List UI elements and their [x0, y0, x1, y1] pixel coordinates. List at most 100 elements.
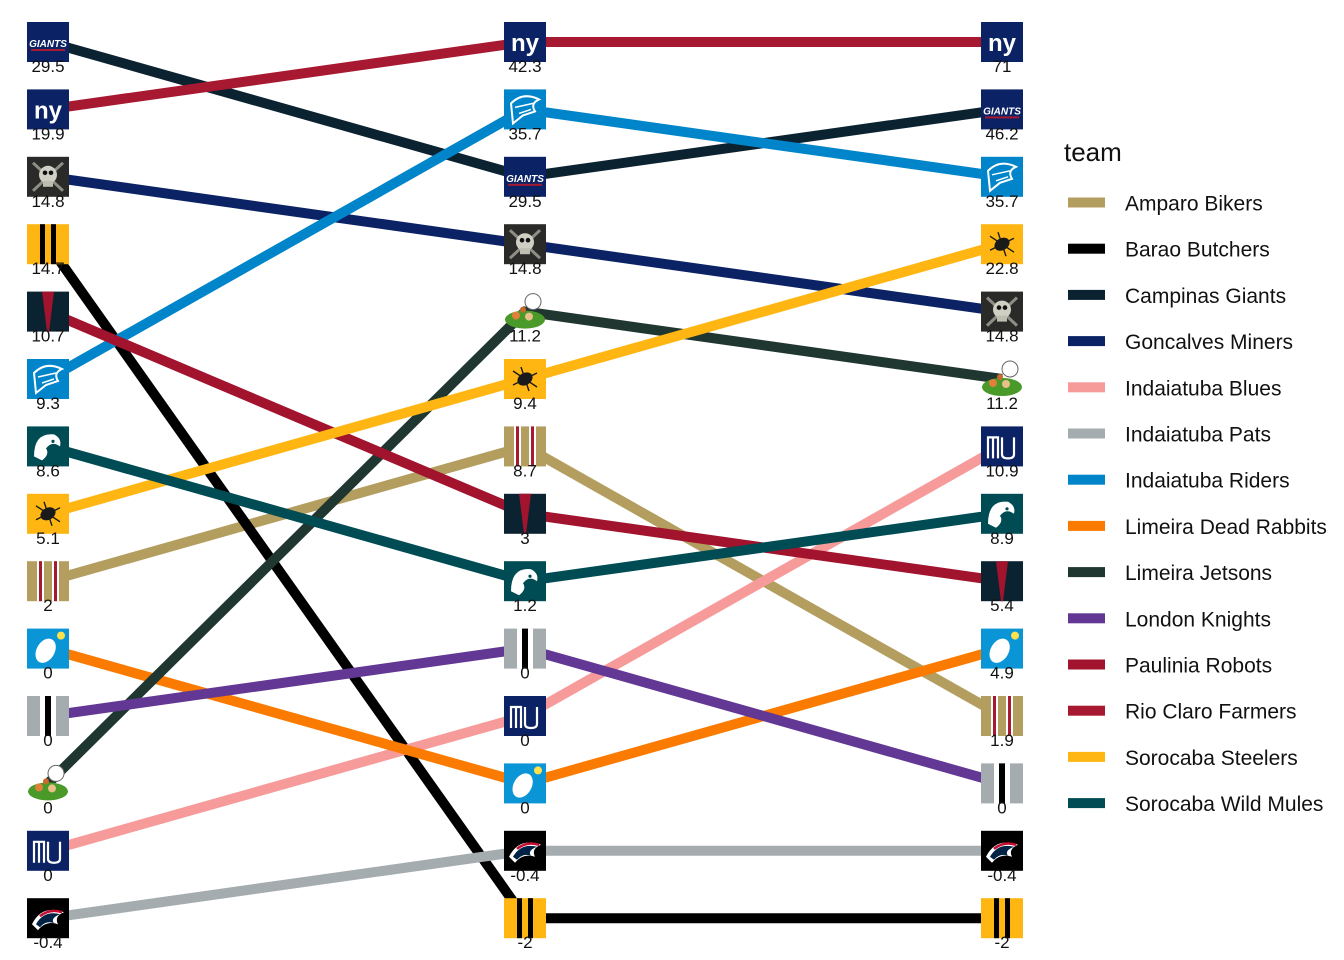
value-label: 0: [520, 664, 529, 683]
legend-swatch: [1068, 659, 1105, 670]
legend-item: Indaiatuba Riders: [1068, 470, 1290, 493]
value-label: 19.9: [31, 124, 64, 143]
value-label: 8.6: [36, 461, 60, 480]
miners-logo-icon: [981, 291, 1023, 332]
value-label: -2: [994, 933, 1009, 952]
value-label: 22.8: [985, 259, 1018, 278]
wild-mules-logo-icon: [981, 493, 1023, 534]
value-label: 5.1: [36, 529, 60, 548]
dead-rabbits-logo-icon: [504, 763, 546, 804]
jetsons-logo-icon: [28, 764, 68, 801]
legend-item: London Knights: [1068, 608, 1271, 631]
legend-swatch: [1068, 336, 1105, 347]
value-label: 29.5: [508, 192, 541, 211]
legend-swatch: [1068, 705, 1105, 716]
legend-label: Indaiatuba Riders: [1125, 470, 1290, 493]
value-label: 10.7: [31, 327, 64, 346]
pats-logo-icon: [981, 830, 1023, 871]
value-label: 0: [43, 798, 52, 817]
value-label: 1.2: [513, 596, 537, 615]
value-label: 42.3: [508, 57, 541, 76]
svg-text:ny: ny: [511, 30, 540, 57]
giants-logo-icon: GIANTS: [981, 89, 1023, 130]
butchers-logo-icon: [504, 898, 546, 939]
value-label: 1.9: [990, 731, 1014, 750]
legend-label: Paulinia Robots: [1125, 655, 1272, 678]
value-label: 0: [520, 731, 529, 750]
farmers-logo-icon: ny: [504, 22, 546, 62]
legend-item: Goncalves Miners: [1068, 331, 1293, 354]
legend-swatch: [1068, 474, 1105, 485]
giants-logo-icon: GIANTS: [27, 22, 69, 62]
legend-swatch: [1068, 567, 1105, 578]
legend-label: London Knights: [1125, 608, 1271, 631]
legend-label: Campinas Giants: [1125, 285, 1286, 308]
value-label: 3: [520, 529, 529, 548]
value-label: 14.8: [508, 259, 541, 278]
pats-logo-icon: [504, 830, 546, 871]
svg-text:GIANTS: GIANTS: [29, 39, 67, 50]
value-label: 0: [43, 731, 52, 750]
value-label: 8.9: [990, 529, 1014, 548]
steelers-logo-icon: [27, 493, 69, 534]
steelers-logo-icon: [981, 224, 1023, 265]
legend-label: Amparo Bikers: [1125, 193, 1263, 216]
legend-swatch: [1068, 243, 1105, 254]
wild-mules-logo-icon: [504, 561, 546, 602]
value-label: 4.9: [990, 664, 1014, 683]
giants-logo-icon: GIANTS: [504, 156, 546, 197]
legend-label: Limeira Dead Rabbits: [1125, 516, 1327, 539]
legend-swatch: [1068, 197, 1105, 208]
value-label: 11.2: [986, 394, 1018, 413]
wild-mules-logo-icon: [27, 426, 69, 467]
value-label: 71: [993, 57, 1012, 76]
svg-text:ny: ny: [34, 97, 63, 124]
value-label: -0.4: [510, 866, 539, 885]
value-label: 9.4: [513, 394, 537, 413]
farmers-logo-icon: ny: [27, 89, 69, 130]
value-label: 29.5: [31, 57, 64, 76]
farmers-logo-icon: ny: [981, 22, 1023, 62]
jetsons-logo-icon: [982, 360, 1022, 396]
value-label: 35.7: [508, 124, 541, 143]
legend-item: Limeira Dead Rabbits: [1068, 516, 1327, 539]
knights-logo-icon: [981, 763, 1023, 804]
value-label: 8.7: [513, 461, 537, 480]
legend-title: team: [1064, 137, 1122, 167]
bikers-logo-icon: [27, 561, 69, 602]
value-label: 0: [43, 866, 52, 885]
legend-label: Barao Butchers: [1125, 239, 1270, 262]
legend-swatch: [1068, 289, 1105, 300]
steelers-logo-icon: [504, 359, 546, 399]
value-label: 0: [520, 798, 529, 817]
legend-label: Sorocaba Wild Mules: [1125, 793, 1323, 816]
legend-label: Limeira Jetsons: [1125, 562, 1272, 585]
value-label: 14.8: [985, 327, 1018, 346]
svg-text:GIANTS: GIANTS: [506, 174, 544, 185]
value-label: 14.7: [31, 259, 64, 278]
value-label: 11.2: [509, 327, 541, 346]
value-label: 9.3: [36, 394, 60, 413]
pats-logo-icon: [27, 898, 69, 939]
miners-logo-icon: [27, 156, 69, 197]
riders-logo-icon: [981, 156, 1023, 197]
legend-swatch: [1068, 613, 1105, 624]
jetsons-logo-icon: [505, 293, 545, 329]
value-label: 46.2: [985, 124, 1018, 143]
legend-swatch: [1068, 520, 1105, 531]
legend-item: Sorocaba Steelers: [1068, 747, 1298, 770]
legend-item: Indaiatuba Blues: [1068, 377, 1281, 400]
value-label: 5.4: [990, 596, 1014, 615]
value-label: -0.4: [987, 866, 1016, 885]
value-label: 14.8: [31, 192, 64, 211]
knights-logo-icon: [27, 696, 69, 736]
value-label: 0: [997, 798, 1006, 817]
bikers-logo-icon: [981, 696, 1023, 736]
knights-logo-icon: [504, 628, 546, 669]
legend-item: Limeira Jetsons: [1068, 562, 1272, 585]
legend-item: Amparo Bikers: [1068, 193, 1263, 216]
miners-logo-icon: [504, 224, 546, 265]
legend-swatch: [1068, 751, 1105, 762]
value-label: 10.9: [985, 461, 1018, 480]
